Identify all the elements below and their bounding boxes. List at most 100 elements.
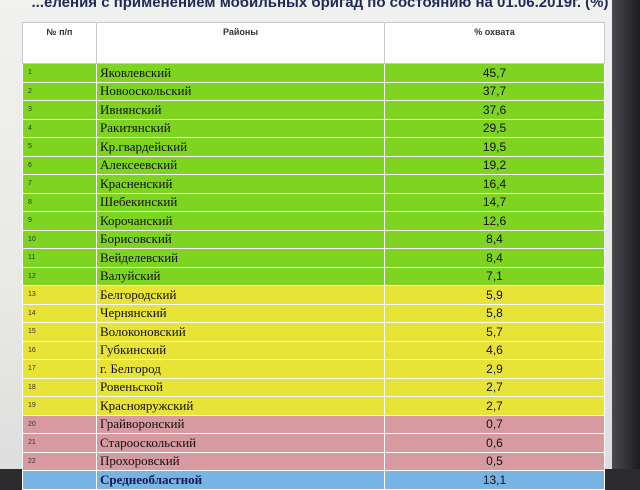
- table-row: 4 Ракитянский 29,5: [22, 118, 605, 138]
- district-name: Прохоровский: [96, 451, 385, 471]
- row-number: 22: [22, 451, 97, 471]
- row-number: 5: [22, 137, 97, 157]
- district-name: Красненский: [96, 174, 385, 194]
- district-name: Новооскольский: [96, 81, 385, 101]
- district-name: Ивнянский: [96, 100, 385, 120]
- row-number: [22, 470, 97, 490]
- coverage-value: 19,5: [384, 137, 605, 157]
- row-number: 19: [22, 396, 97, 416]
- table-row: 21 Старооскольский 0,6: [22, 433, 605, 453]
- row-number: 21: [22, 433, 97, 453]
- district-name: Ракитянский: [96, 118, 385, 138]
- coverage-value: 19,2: [384, 155, 605, 175]
- district-name: Ровеньской: [96, 377, 385, 397]
- district-name: Белгородский: [96, 285, 385, 305]
- row-number: 6: [22, 155, 97, 175]
- coverage-value: 5,9: [384, 285, 605, 305]
- row-number: 2: [22, 81, 97, 101]
- district-name: Чернянский: [96, 303, 385, 323]
- coverage-value: 14,7: [384, 192, 605, 212]
- coverage-table: № п/п Районы % охвата 1 Яковлевский 45,7 2 Н…: [22, 22, 605, 490]
- table-row: 8 Шебекинский 14,7: [22, 192, 605, 212]
- district-name: г. Белгород: [96, 359, 385, 379]
- row-number: 8: [22, 192, 97, 212]
- coverage-value: 4,6: [384, 340, 605, 360]
- table-row: 16 Губкинский 4,6: [22, 340, 605, 360]
- coverage-value: 13,1: [384, 470, 605, 490]
- district-name: Борисовский: [96, 229, 385, 249]
- coverage-value: 0,6: [384, 433, 605, 453]
- district-name: Шебекинский: [96, 192, 385, 212]
- coverage-value: 45,7: [384, 63, 605, 83]
- district-name: Среднеобластной: [96, 470, 385, 490]
- coverage-value: 8,4: [384, 248, 605, 268]
- header-num: № п/п: [22, 22, 97, 64]
- table-row: 22 Прохоровский 0,5: [22, 451, 605, 471]
- district-name: Волоконовский: [96, 322, 385, 342]
- table-row: 19 Краснояружский 2,7: [22, 396, 605, 416]
- table-row: 5 Кр.гвардейский 19,5: [22, 137, 605, 157]
- table-row: 2 Новооскольский 37,7: [22, 81, 605, 101]
- row-number: 12: [22, 266, 97, 286]
- district-name: Валуйский: [96, 266, 385, 286]
- coverage-value: 0,7: [384, 414, 605, 434]
- coverage-value: 8,4: [384, 229, 605, 249]
- table-row: 11 Вейделевский 8,4: [22, 248, 605, 268]
- district-name: Кр.гвардейский: [96, 137, 385, 157]
- row-number: 14: [22, 303, 97, 323]
- district-name: Краснояружский: [96, 396, 385, 416]
- row-number: 4: [22, 118, 97, 138]
- district-name: Корочанский: [96, 211, 385, 231]
- table-row: 17 г. Белгород 2,9: [22, 359, 605, 379]
- coverage-value: 2,9: [384, 359, 605, 379]
- table-row: 12 Валуйский 7,1: [22, 266, 605, 286]
- district-name: Алексеевский: [96, 155, 385, 175]
- row-number: 1: [22, 63, 97, 83]
- coverage-value: 37,6: [384, 100, 605, 120]
- coverage-value: 2,7: [384, 396, 605, 416]
- row-number: 13: [22, 285, 97, 305]
- table-row: 1 Яковлевский 45,7: [22, 63, 605, 83]
- table-row: 18 Ровеньской 2,7: [22, 377, 605, 397]
- coverage-value: 2,7: [384, 377, 605, 397]
- table-row: 20 Грайворонский 0,7: [22, 414, 605, 434]
- coverage-value: 7,1: [384, 266, 605, 286]
- row-number: 15: [22, 322, 97, 342]
- row-number: 3: [22, 100, 97, 120]
- district-name: Старооскольский: [96, 433, 385, 453]
- coverage-value: 12,6: [384, 211, 605, 231]
- table-header-row: № п/п Районы % охвата: [22, 22, 605, 64]
- table-row: 10 Борисовский 8,4: [22, 229, 605, 249]
- coverage-value: 37,7: [384, 81, 605, 101]
- row-number: 20: [22, 414, 97, 434]
- average-row: Среднеобластной 13,1: [22, 470, 605, 490]
- district-name: Грайворонский: [96, 414, 385, 434]
- row-number: 10: [22, 229, 97, 249]
- table-row: 9 Корочанский 12,6: [22, 211, 605, 231]
- table-body: 1 Яковлевский 45,7 2 Новооскольский 37,7 3 Ивня…: [22, 63, 605, 490]
- row-number: 16: [22, 340, 97, 360]
- coverage-value: 0,5: [384, 451, 605, 471]
- header-district: Районы: [96, 22, 385, 64]
- coverage-value: 5,8: [384, 303, 605, 323]
- table-row: 15 Волоконовский 5,7: [22, 322, 605, 342]
- monitor-bezel: [612, 0, 640, 469]
- header-coverage: % охвата: [384, 22, 605, 64]
- table-row: 6 Алексеевский 19,2: [22, 155, 605, 175]
- coverage-value: 16,4: [384, 174, 605, 194]
- table-row: 14 Чернянский 5,8: [22, 303, 605, 323]
- coverage-value: 29,5: [384, 118, 605, 138]
- row-number: 11: [22, 248, 97, 268]
- row-number: 7: [22, 174, 97, 194]
- coverage-value: 5,7: [384, 322, 605, 342]
- district-name: Яковлевский: [96, 63, 385, 83]
- table-row: 3 Ивнянский 37,6: [22, 100, 605, 120]
- district-name: Вейделевский: [96, 248, 385, 268]
- slide-title: ...еления с применением мобильных бригад…: [31, 0, 609, 11]
- table-row: 13 Белгородский 5,9: [22, 285, 605, 305]
- table-row: 7 Красненский 16,4: [22, 174, 605, 194]
- district-name: Губкинский: [96, 340, 385, 360]
- row-number: 17: [22, 359, 97, 379]
- row-number: 9: [22, 211, 97, 231]
